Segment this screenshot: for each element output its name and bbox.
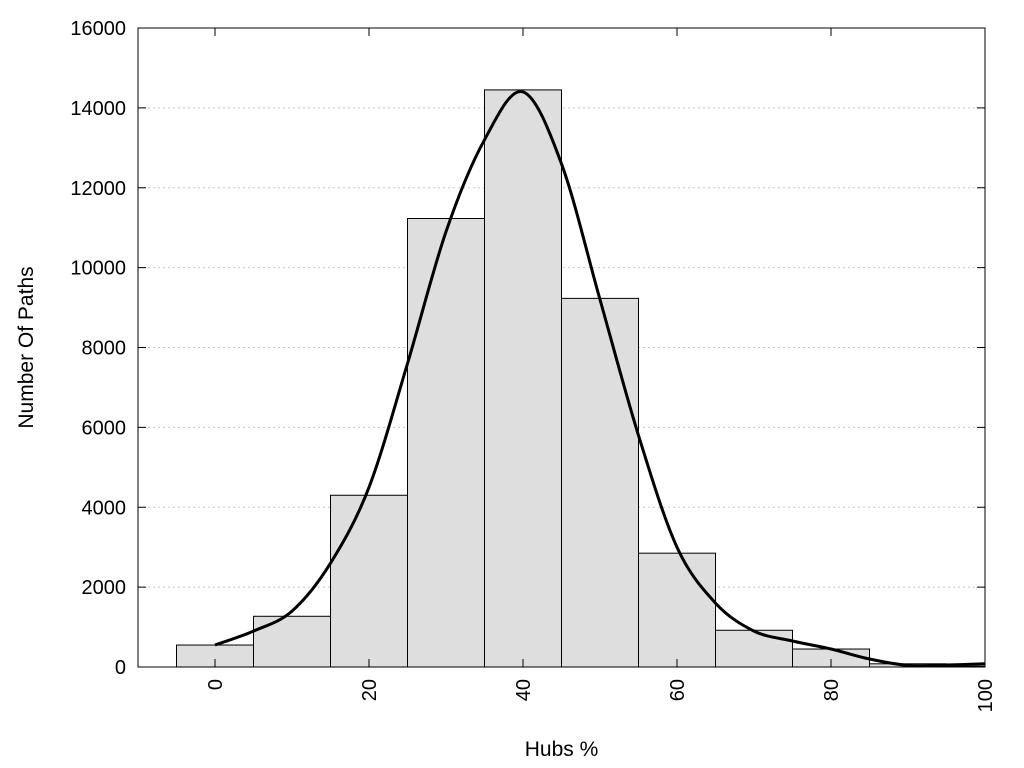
x-tick-label-0: 0 bbox=[205, 679, 227, 690]
x-tick-label-5: 100 bbox=[975, 679, 997, 712]
x-tick-label-2: 40 bbox=[513, 679, 535, 701]
histogram-bar-4 bbox=[484, 89, 562, 668]
y-tick-label-8: 16000 bbox=[70, 18, 126, 40]
x-tick-label-3: 60 bbox=[667, 679, 689, 701]
y-tick-label-0: 0 bbox=[115, 657, 126, 679]
y-axis-label: Number Of Paths bbox=[15, 266, 38, 428]
y-tick-label-3: 6000 bbox=[82, 417, 127, 439]
density-curve-group bbox=[214, 90, 986, 668]
y-tick-label-4: 8000 bbox=[82, 338, 127, 360]
y-tick-label-1: 2000 bbox=[82, 577, 127, 599]
y-tick-label-2: 4000 bbox=[82, 497, 127, 519]
x-tick-label-1: 20 bbox=[359, 679, 381, 701]
x-tick-label-4: 80 bbox=[821, 679, 843, 701]
histogram-bars bbox=[176, 89, 986, 668]
histogram-bar-6 bbox=[638, 552, 716, 668]
y-tick-label-6: 12000 bbox=[70, 178, 126, 200]
histogram-bar-7 bbox=[715, 629, 793, 668]
y-tick-label-7: 14000 bbox=[70, 98, 126, 120]
x-axis-label: Hubs % bbox=[525, 738, 599, 761]
y-axis-ticks: 0 2000 4000 6000 8000 10000 12000 14000 16000 bbox=[70, 18, 985, 679]
density-curve bbox=[214, 90, 986, 668]
histogram-bar-1 bbox=[253, 615, 331, 668]
histogram-bar-5 bbox=[561, 297, 639, 668]
histogram-bar-2 bbox=[330, 494, 408, 668]
histogram-bar-3 bbox=[407, 218, 485, 668]
grid-lines bbox=[138, 107, 985, 588]
x-axis-ticks: 0 20 40 60 80 100 bbox=[205, 28, 997, 712]
y-tick-label-5: 10000 bbox=[70, 258, 126, 280]
